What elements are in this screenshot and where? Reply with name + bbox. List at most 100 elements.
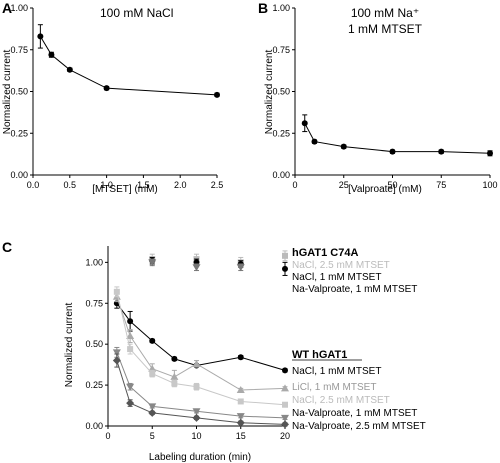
panel-c-ylabel: Normalized current [64,303,75,388]
panel-c-series-6-point [236,413,245,421]
panel-a-title: 100 mM NaCl [100,6,173,20]
panel-c-series-7-line [116,360,286,425]
panel-c-letter: C [2,239,12,255]
panel-c-series-2-point [148,259,157,267]
panel-c-series-6-point [192,408,201,416]
panel-a-ylabel: Normalized current [2,50,13,135]
panel-c-series-3-line [116,302,286,371]
panel-c-series-6-point [126,383,135,391]
panel-c-series-7-point [112,356,121,365]
panel-c-series-5-point [113,288,120,295]
group-label-c74a: hGAT1 C74A [292,247,358,259]
panel-c-x-tick-label: 5 [150,431,155,441]
panel-c-series-5-point [127,346,134,353]
panel-b-title: 100 mM Na⁺ [351,6,419,20]
panel-c-series-3-point [149,337,156,344]
panel-c-series-label-5: NaCl, 2.5 mM MTSET [292,395,390,406]
panel-a-series-point [103,85,110,92]
panel-c-series-3-point [282,367,288,374]
panel-c-x-tick-label: 0 [105,431,110,441]
panel-c-series-label-6: Na-Valproate, 1 mM MTSET [292,408,417,419]
panel-a: A 100 mM NaCl Normalized current [MTSET]… [2,0,223,195]
panel-a-series-line [39,36,218,96]
panel-c-series-3-point [171,355,178,362]
panel-c-series-4-point [236,386,245,393]
panel-c-series-4-line [116,296,286,391]
panel-c-series-3-point [237,354,244,361]
panel-a-y-tick-label: 0.00 [10,170,28,180]
panel-b-x-tick-label: 100 [482,180,497,190]
panel-a-letter: A [2,0,12,16]
panel-c-series-7-point [236,418,245,427]
panel-c-series-5-point [149,370,156,377]
panel-b-x-tick-label: 75 [436,180,446,190]
panel-a-y-tick-label: 1.00 [10,3,28,13]
panel-c-series-label-3: NaCl, 1 mM MTSET [292,366,381,377]
panel-a-series-point [37,33,44,40]
panel-c: C hGAT1 C74A WT hGAT1 Normalized current… [2,239,426,463]
panel-c-y-tick-label: 0.50 [85,339,103,349]
panel-c-series-4-point [281,384,289,392]
panel-c-series-label-4: LiCl, 1 mM MTSET [292,382,376,393]
group-label-wt: WT hGAT1 [292,349,347,361]
panel-b-subtitle: 1 mM MTSET [348,22,423,36]
panel-c-series-2-point [192,264,201,272]
panel-c-series-label-1: NaCl, 1 mM MTSET [292,272,381,283]
panel-b-x-tick-label: 50 [387,180,397,190]
panel-c-series-5-point [237,398,244,405]
panel-b-y-tick-label: 0.00 [272,170,290,180]
panel-b-series-point [340,143,347,150]
panel-c-series-0-point [282,252,288,259]
panel-b-y-tick-label: 0.25 [272,128,290,138]
panel-c-series-6-point [281,414,289,422]
panel-b-y-tick-label: 0.50 [272,87,290,97]
panel-b-series-point [301,120,308,127]
panel-c-y-tick-label: 0.75 [85,298,103,308]
panel-a-x-tick-label: 0.0 [27,180,40,190]
panel-c-series-5-line [116,291,286,406]
panel-a-series-point [48,51,55,58]
panel-c-series-7-point [281,420,289,429]
panel-c-y-tick-label: 1.00 [85,257,103,267]
panel-b-series-point [389,148,396,155]
panel-b-series-point [311,138,318,145]
panel-b-y-tick-label: 0.75 [272,45,290,55]
panel-a-x-tick-label: 0.5 [64,180,77,190]
panel-b-x-tick-label: 25 [339,180,349,190]
panel-c-series-6-line [116,352,286,419]
panel-b-series-point [487,150,493,157]
panel-a-x-tick-label: 1.5 [137,180,150,190]
panel-c-series-4-point [126,332,135,339]
panel-c-series-6-point [148,403,157,411]
panel-c-xlabel: Labeling duration (min) [149,452,251,463]
panel-a-xlabel: [MTSET] (mM) [92,184,158,195]
panel-c-series-4-point [192,359,201,367]
panel-c-x-tick-label: 15 [236,431,246,441]
panel-b-series-line [304,122,491,154]
panel-c-series-2-point [236,264,245,272]
panel-b-x-tick-label: 0 [292,180,297,190]
panel-a-y-tick-label: 0.50 [10,87,28,97]
panel-c-series-1-point [282,265,288,272]
panel-b-letter: B [258,0,268,16]
panel-c-series-5-point [171,380,178,387]
panel-c-series-7-point [148,408,157,417]
panel-b-xlabel: [Valproate] (mM) [348,184,422,195]
panel-a-x-tick-label: 2.0 [174,180,187,190]
panel-c-y-tick-label: 0.00 [85,421,103,431]
panel-c-series-label-2: Na-Valproate, 1 mM MTSET [292,284,417,295]
panel-b-ylabel: Normalized current [264,50,275,135]
panel-c-x-tick-label: 10 [191,431,201,441]
panel-a-y-tick-label: 0.25 [10,128,28,138]
panel-c-series-7-point [126,399,135,408]
panel-b-series-point [438,148,445,155]
panel-a-series-point [214,91,220,98]
panel-c-series-3-point [127,318,134,325]
panel-c-series-5-point [282,401,288,408]
panel-c-series-label-7: Na-Valproate, 2.5 mM MTSET [292,421,426,432]
panel-a-x-tick-label: 2.5 [211,180,224,190]
panel-c-series-label-0: NaCl, 2.5 mM MTSET [292,260,390,271]
panel-a-y-tick-label: 0.75 [10,45,28,55]
panel-c-x-tick-label: 20 [280,431,290,441]
